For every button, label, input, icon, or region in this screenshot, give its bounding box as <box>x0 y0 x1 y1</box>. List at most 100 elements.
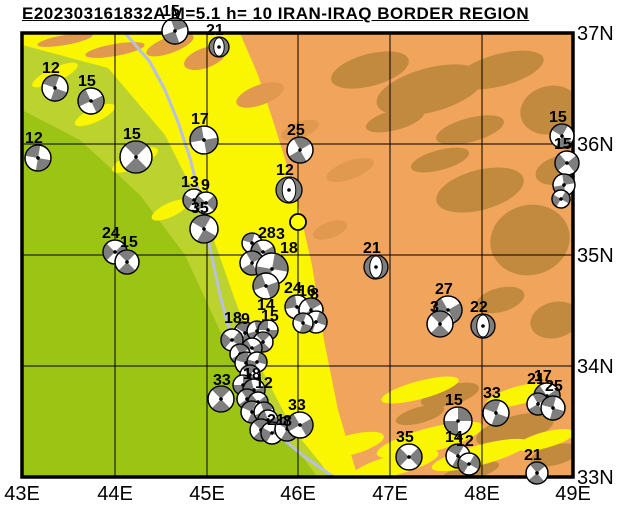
focal-mechanism-ball <box>252 272 280 300</box>
terrain-streak <box>381 376 459 404</box>
terrain-mountain <box>331 51 409 89</box>
focal-mechanisms <box>24 17 580 485</box>
event-label: 24 <box>284 280 302 297</box>
event-label: 15 <box>261 308 279 325</box>
event-label: 18 <box>280 240 298 257</box>
terrain-mountain <box>456 50 544 90</box>
terrain-mountain <box>376 64 484 116</box>
terrain-mountain <box>475 286 525 314</box>
event-label: 24 <box>102 225 120 242</box>
event-label: 35 <box>191 200 209 217</box>
focal-mechanism-ball <box>292 312 314 334</box>
terrain-mountain <box>365 107 425 133</box>
focal-mechanism-ball <box>470 313 496 339</box>
event-label: 3 <box>276 226 285 243</box>
x-tick-label: 44E <box>97 483 133 505</box>
focal-mechanism-ball <box>554 150 580 176</box>
axis-labels: 43E 44E 45E 46E 47E 48E 49E 37N 36N 35N 34N 33N <box>4 23 614 505</box>
event-label: 33 <box>288 397 306 414</box>
focal-mechanism-ball <box>208 36 230 58</box>
event-label: 12 <box>25 130 43 147</box>
terrain-mountain <box>436 115 504 145</box>
event-label: 21 <box>267 412 285 429</box>
event-label: 21 <box>524 447 542 464</box>
event-label: 12 <box>276 162 294 179</box>
event-label: 15 <box>445 392 463 409</box>
event-label: 15 <box>120 234 138 251</box>
terrain-mountain <box>530 301 573 339</box>
event-label: 8 <box>283 413 292 430</box>
event-label: 21 <box>527 371 545 388</box>
event-label: 25 <box>287 122 305 139</box>
terrain-streak <box>236 82 284 108</box>
event-label: 15 <box>78 73 96 90</box>
event-label: 13 <box>181 174 199 191</box>
x-tick-label: 46E <box>280 483 316 505</box>
event-label: 27 <box>435 281 453 298</box>
focal-mechanism-ball <box>275 176 303 204</box>
focal-mechanism-ball <box>426 310 454 338</box>
focal-mechanism-ball <box>395 443 423 471</box>
focal-mechanism-ball <box>286 136 314 164</box>
event-label: 15 <box>554 136 572 153</box>
event-label: 16 <box>298 283 316 300</box>
event-label: 14 <box>445 429 463 446</box>
event-label: 21 <box>206 22 224 39</box>
focal-mechanism-ball <box>41 74 69 102</box>
terrain-streak <box>151 199 189 221</box>
event-label: 22 <box>470 299 488 316</box>
event-label: 18 <box>243 366 261 383</box>
event-label: 35 <box>396 429 414 446</box>
x-tick-label: 43E <box>4 483 40 505</box>
focal-mechanism-ball <box>286 411 314 439</box>
focal-mechanism-ball <box>194 191 218 215</box>
focal-mechanism-ball <box>189 125 219 155</box>
x-tick-label: 48E <box>464 483 500 505</box>
terrain-streak <box>515 429 573 451</box>
focal-mechanism-ball <box>457 452 481 476</box>
epicenter-circle <box>289 213 307 231</box>
focal-mechanism-ball <box>549 123 575 149</box>
terrain-streak <box>74 103 116 127</box>
focal-mechanism-ball <box>363 254 389 280</box>
event-label: 33 <box>483 385 501 402</box>
x-tick-label: 45E <box>189 483 225 505</box>
event-label: 12 <box>42 60 60 77</box>
focal-mechanism-ball <box>482 399 510 427</box>
terrain-streak <box>316 431 384 459</box>
y-tick-label: 33N <box>577 467 614 489</box>
terrain-mountain <box>490 204 570 276</box>
terrain-mountain <box>476 412 554 448</box>
event-label: 21 <box>363 240 381 257</box>
x-tick-label: 47E <box>372 483 408 505</box>
terrain-mountain <box>395 404 445 426</box>
terrain-streak <box>37 33 93 47</box>
terrain-streak <box>312 220 348 240</box>
y-tick-label: 35N <box>577 245 614 267</box>
event-label: 14 <box>257 297 275 314</box>
terrain-mountain <box>436 167 524 213</box>
event-label: 12 <box>456 433 474 450</box>
event-label: 15 <box>123 126 141 143</box>
event-label: 9 <box>201 177 210 194</box>
event-label: 15 <box>162 3 180 20</box>
focal-mechanism-ball <box>443 406 473 436</box>
terrain-mountain <box>520 85 573 135</box>
focal-mechanism-ball <box>189 214 219 244</box>
event-label: 33 <box>213 372 231 389</box>
event-label: 28 <box>258 225 276 242</box>
focal-mechanism-ball <box>24 144 52 172</box>
y-tick-label: 34N <box>577 356 614 378</box>
y-tick-label: 36N <box>577 134 614 156</box>
terrain-mountain <box>420 382 480 408</box>
event-label: 17 <box>534 368 552 385</box>
focal-mechanism-ball <box>114 249 140 275</box>
event-label: 17 <box>191 111 209 128</box>
x-tick-label: 49E <box>555 483 591 505</box>
terrain-mountain <box>530 443 573 467</box>
map-frame <box>20 31 575 479</box>
focal-mechanism-ball <box>551 189 571 209</box>
